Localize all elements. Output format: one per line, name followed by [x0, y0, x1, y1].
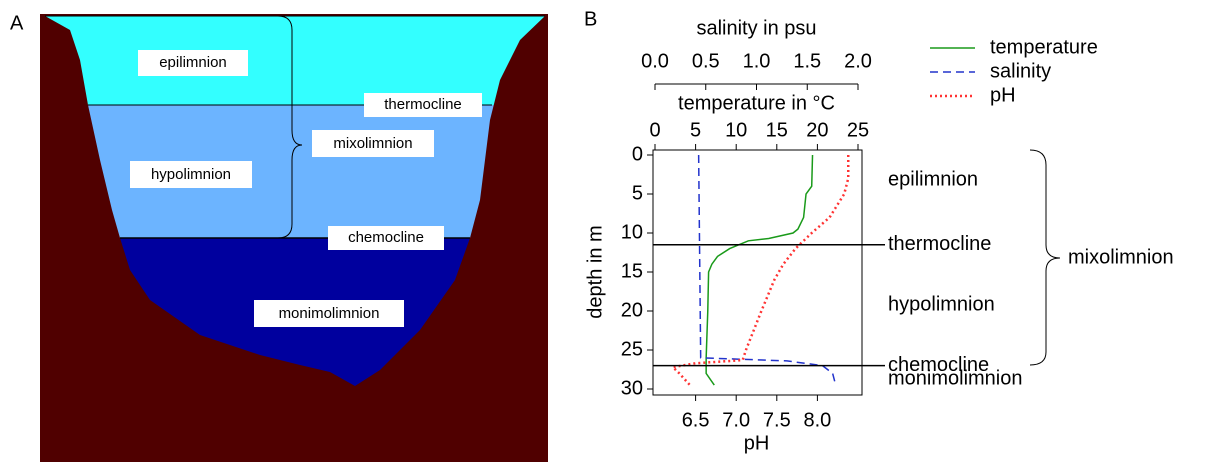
panel-label: A — [10, 12, 24, 34]
boundary-label: thermocline — [888, 233, 991, 255]
x-tick-label: 5 — [690, 119, 701, 141]
label: thermocline — [384, 96, 462, 113]
bracket-label: mixolimnion — [1068, 246, 1174, 268]
data-line — [705, 154, 814, 386]
layer-label: hypolimnion — [888, 293, 995, 315]
x-tick-label: 1.0 — [743, 50, 771, 72]
legend-label: pH — [990, 84, 1016, 106]
data-line — [697, 154, 837, 386]
x-tick-label: 8.0 — [803, 409, 831, 431]
x-tick-label: 1.5 — [793, 50, 821, 72]
boundary-label: chemocline — [888, 354, 989, 376]
legend-label: temperature — [990, 36, 1098, 58]
x-tick-label: 7.0 — [722, 409, 750, 431]
y-tick-label: 0 — [632, 143, 643, 165]
x-tick-label: 0.0 — [641, 50, 669, 72]
layer-label: epilimnion — [888, 168, 978, 190]
bracket — [277, 15, 303, 239]
label: monimolimnion — [279, 305, 380, 322]
y-tick-label: 20 — [621, 299, 643, 321]
epilimnion-layer — [45, 16, 545, 105]
x-tick-label: 20 — [806, 119, 828, 141]
x-tick-label: 10 — [725, 119, 747, 141]
label-box — [312, 130, 434, 157]
y-tick-label: 15 — [621, 260, 643, 282]
x-tick-label: 0.5 — [692, 50, 720, 72]
label-box — [254, 300, 404, 327]
label: chemocline — [348, 229, 424, 246]
y-tick-label: 10 — [621, 221, 643, 243]
label: epilimnion — [159, 54, 227, 71]
label-box — [138, 50, 248, 76]
axis-title: temperature in °C — [678, 92, 835, 114]
label-box — [328, 226, 444, 250]
bracket — [1029, 149, 1061, 366]
x-tick-label: 15 — [766, 119, 788, 141]
label: hypolimnion — [151, 166, 231, 183]
label: mixolimnion — [333, 135, 412, 152]
layer-label: monimolimnion — [888, 367, 1023, 389]
x-tick-label: 7.5 — [763, 409, 791, 431]
x-tick-label: 2.0 — [844, 50, 872, 72]
hypolimnion-layer — [45, 105, 545, 238]
y-tick-label: 30 — [621, 377, 643, 399]
panel-label: B — [584, 8, 597, 30]
label-box — [130, 161, 252, 188]
x-tick-label: 6.5 — [682, 409, 710, 431]
data-line — [670, 155, 850, 386]
axis-title: pH — [744, 432, 770, 454]
x-tick-label: 0 — [649, 119, 660, 141]
x-tick-label: 25 — [847, 119, 869, 141]
y-tick-label: 5 — [632, 182, 643, 204]
label-box — [364, 93, 482, 117]
y-tick-label: 25 — [621, 338, 643, 360]
axis-title: salinity in psu — [696, 17, 816, 39]
plot-frame — [652, 149, 863, 396]
y-axis-title: depth in m — [584, 225, 606, 318]
legend-label: salinity — [990, 60, 1051, 82]
